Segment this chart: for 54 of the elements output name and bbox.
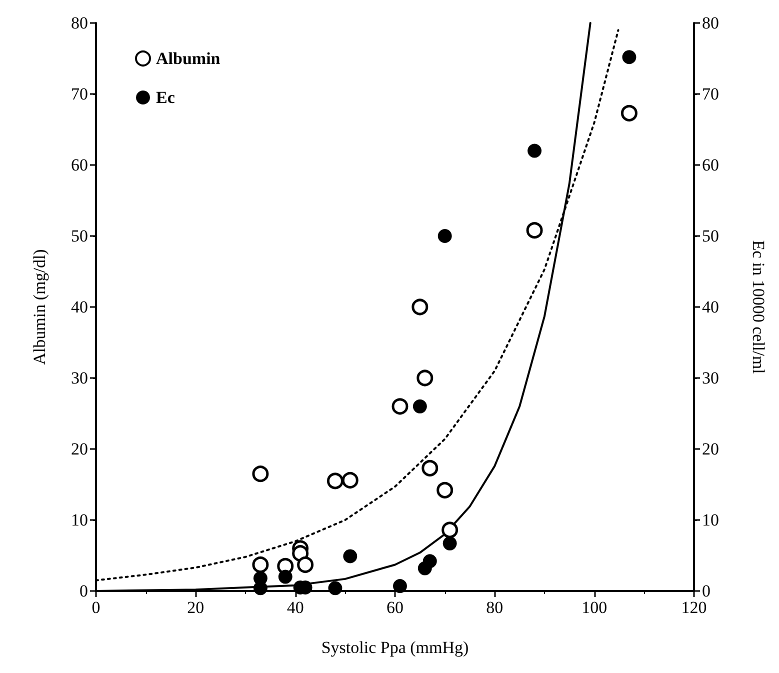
y-axis-title: Albumin (mg/dl) xyxy=(30,249,49,365)
point xyxy=(252,556,269,573)
y2-tick-label: 10 xyxy=(702,510,719,530)
point xyxy=(438,229,452,243)
y-tick-label: 10 xyxy=(71,510,88,530)
point xyxy=(252,466,269,482)
y2-tick-label: 80 xyxy=(702,14,719,32)
y2-tick-label: 70 xyxy=(702,84,719,104)
point xyxy=(393,579,407,594)
x-tick-label: 0 xyxy=(92,598,100,617)
y-tick-label: 50 xyxy=(71,226,88,246)
point xyxy=(253,581,268,596)
y-tick-label: 30 xyxy=(71,368,88,388)
point xyxy=(412,298,428,316)
y2-tick-label: 0 xyxy=(702,582,710,600)
x-tick-label: 40 xyxy=(286,598,304,617)
y-tick-label: 80 xyxy=(71,14,88,32)
point xyxy=(422,460,438,476)
point xyxy=(622,50,636,64)
point xyxy=(418,561,432,576)
y2-axis-title: Ec in 10000 cell/ml xyxy=(749,240,768,374)
y2-tick-label: 30 xyxy=(702,368,719,388)
y2-tick-label: 40 xyxy=(702,298,719,316)
point xyxy=(436,482,454,498)
y-tick-label: 40 xyxy=(71,298,88,316)
point xyxy=(416,370,434,386)
y-tick-label: 0 xyxy=(80,582,88,600)
point xyxy=(328,581,342,596)
x-tick-label: 100 xyxy=(582,598,608,617)
point xyxy=(278,570,292,584)
x-axis-title: Systolic Ppa (mmHg) xyxy=(321,638,469,657)
point xyxy=(526,222,543,239)
point xyxy=(326,472,344,490)
y-tick-label: 20 xyxy=(71,440,88,458)
y-tick-label: 70 xyxy=(71,84,88,104)
point xyxy=(620,104,638,122)
legend-label: Ec xyxy=(156,88,176,107)
y2-tick-label: 60 xyxy=(702,156,719,174)
point xyxy=(442,522,458,538)
y-tick-label: 60 xyxy=(71,156,88,174)
legend-label: Albumin xyxy=(156,49,221,68)
x-tick-label: 60 xyxy=(386,598,404,617)
y2-tick-label: 20 xyxy=(702,440,719,458)
point xyxy=(343,549,358,564)
x-tick-label: 20 xyxy=(187,598,204,617)
x-tick-label: 80 xyxy=(486,598,504,617)
point xyxy=(342,472,358,488)
point xyxy=(392,398,408,415)
point xyxy=(297,556,314,573)
point xyxy=(442,536,457,550)
point xyxy=(412,399,427,414)
point xyxy=(528,144,542,158)
x-tick-label: 120 xyxy=(681,598,707,617)
y2-tick-label: 50 xyxy=(702,226,719,246)
